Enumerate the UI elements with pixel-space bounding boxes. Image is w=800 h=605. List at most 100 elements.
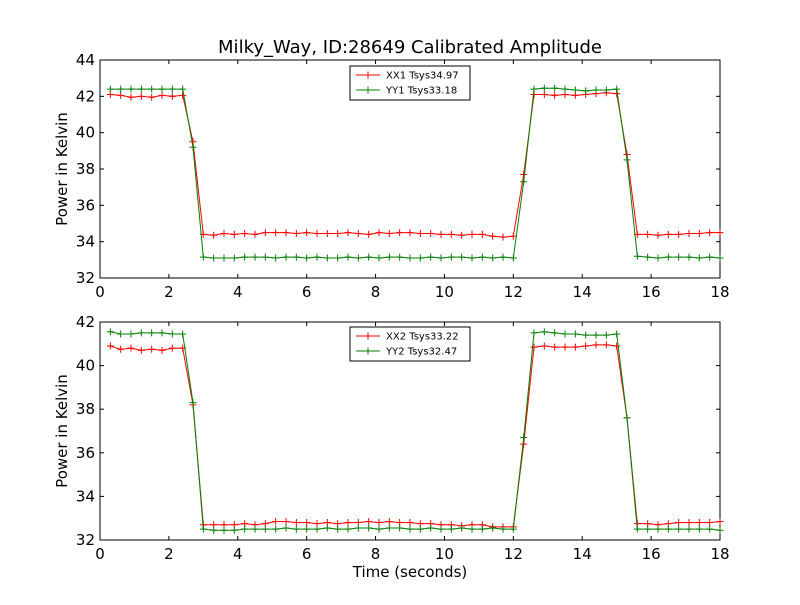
data-point	[633, 252, 641, 260]
y-axis-label: Power in Kelvin	[53, 374, 71, 488]
data-point	[199, 253, 207, 261]
data-point	[458, 231, 466, 239]
data-point	[654, 254, 662, 262]
data-point	[117, 345, 125, 353]
data-point	[644, 230, 652, 238]
data-point	[633, 525, 641, 533]
data-point	[447, 253, 455, 261]
data-point	[540, 342, 548, 350]
data-point	[520, 170, 528, 178]
data-point	[602, 341, 610, 349]
data-point	[613, 330, 621, 338]
data-point	[365, 517, 373, 525]
data-point	[468, 525, 476, 533]
data-point	[148, 85, 156, 93]
data-point	[313, 253, 321, 261]
data-point	[551, 329, 559, 337]
data-point	[685, 525, 693, 533]
data-point	[375, 519, 383, 527]
x-tick-label: 18	[710, 545, 729, 563]
x-axis-label: Time (seconds)	[352, 563, 468, 581]
data-point	[106, 342, 114, 350]
legend-label: YY2 Tsys32.47	[385, 347, 457, 358]
data-point	[323, 229, 331, 237]
data-point	[520, 434, 528, 442]
data-point	[127, 93, 135, 101]
data-point	[303, 519, 311, 527]
data-point	[292, 525, 300, 533]
data-point	[282, 253, 290, 261]
data-point	[396, 524, 404, 532]
data-point	[261, 229, 269, 237]
data-point	[716, 526, 724, 534]
legend-label: YY1 Tsys33.18	[385, 86, 457, 97]
data-point	[478, 525, 486, 533]
data-point	[230, 254, 238, 262]
data-point	[127, 330, 135, 338]
data-point	[592, 341, 600, 349]
data-point	[158, 346, 166, 354]
y-tick-label: 34	[76, 233, 95, 251]
y-tick-label: 32	[76, 269, 95, 287]
y-tick-label: 40	[76, 357, 95, 375]
data-point	[592, 86, 600, 94]
data-point	[179, 91, 187, 99]
data-point	[344, 519, 352, 527]
data-point	[210, 231, 218, 239]
data-point	[716, 229, 724, 237]
data-point	[716, 517, 724, 525]
data-point	[396, 253, 404, 261]
data-point	[210, 526, 218, 534]
x-tick-label: 0	[95, 283, 105, 301]
data-point	[251, 230, 259, 238]
data-point	[303, 229, 311, 237]
data-point	[499, 525, 507, 533]
data-point	[427, 253, 435, 261]
data-point	[561, 330, 569, 338]
data-point	[230, 526, 238, 534]
y-tick-label: 44	[76, 51, 95, 69]
data-point	[644, 525, 652, 533]
legend-label: XX2 Tsys33.22	[386, 332, 459, 343]
data-point	[416, 254, 424, 262]
data-point	[344, 525, 352, 533]
data-point	[158, 329, 166, 337]
data-point	[716, 254, 724, 262]
data-point	[406, 254, 414, 262]
data-point	[334, 254, 342, 262]
data-point	[220, 254, 228, 262]
x-tick-label: 10	[435, 545, 454, 563]
data-point	[571, 343, 579, 351]
data-point	[489, 524, 497, 532]
data-point	[664, 253, 672, 261]
y-tick-label: 42	[76, 313, 95, 331]
data-point	[323, 254, 331, 262]
data-point	[530, 85, 538, 93]
data-point	[540, 84, 548, 92]
data-point	[561, 343, 569, 351]
data-point	[571, 86, 579, 94]
data-point	[127, 85, 135, 93]
data-point	[654, 231, 662, 239]
data-point	[478, 230, 486, 238]
data-point	[282, 229, 290, 237]
data-point	[654, 525, 662, 533]
bottom-plot-panel: 0 2 4 6 8 10 12 14 16 18 32 34 36 38 40 42 Power in Kelv…	[53, 313, 730, 581]
data-point	[272, 229, 280, 237]
x-tick-label: 10	[435, 283, 454, 301]
data-point	[354, 254, 362, 262]
legend-box	[349, 65, 471, 101]
x-tick-label: 14	[573, 545, 592, 563]
data-point	[365, 524, 373, 532]
x-tick-label: 4	[233, 283, 243, 301]
data-point	[623, 156, 631, 164]
data-point	[292, 253, 300, 261]
data-point	[251, 253, 259, 261]
data-point	[675, 253, 683, 261]
data-point	[706, 525, 714, 533]
data-point	[489, 232, 497, 240]
data-point	[189, 143, 197, 151]
data-point	[613, 342, 621, 350]
data-point	[292, 519, 300, 527]
data-point	[385, 517, 393, 525]
